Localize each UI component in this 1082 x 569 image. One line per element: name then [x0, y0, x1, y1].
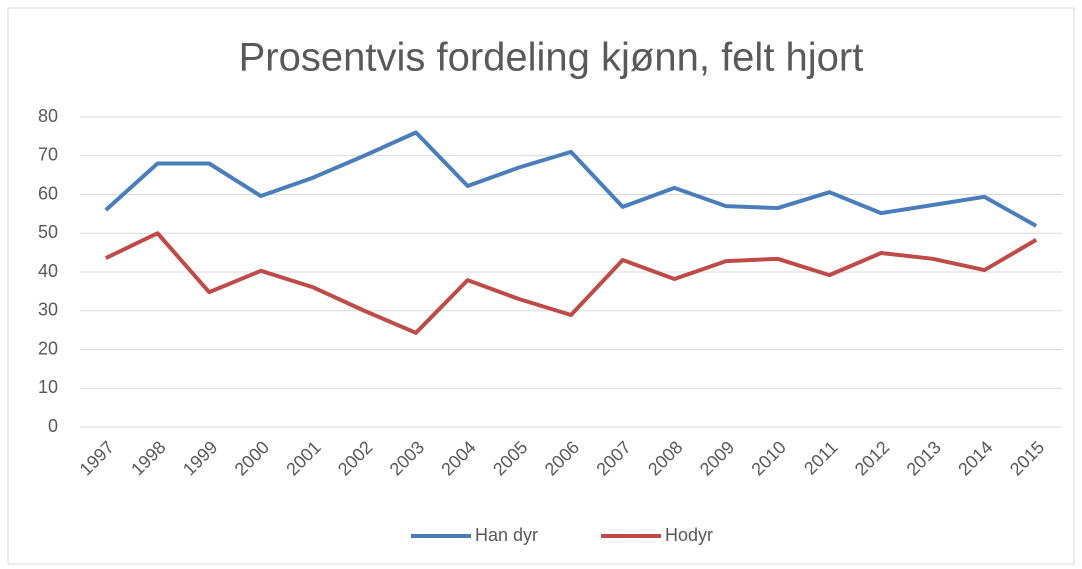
y-tick-label: 10 [38, 377, 58, 397]
y-tick-label: 40 [38, 261, 58, 281]
legend-label: Hodyr [665, 525, 713, 545]
line-series [104, 130, 1038, 228]
y-tick-label: 50 [38, 222, 58, 242]
y-tick-label: 70 [38, 145, 58, 165]
y-tick-label: 80 [38, 106, 58, 126]
y-tick-label: 60 [38, 183, 58, 203]
line-series [104, 231, 1038, 335]
chart-title: Prosentvis fordeling kjønn, felt hjort [239, 36, 864, 80]
y-tick-label: 20 [38, 338, 58, 358]
y-tick-label: 0 [48, 416, 58, 436]
y-tick-label: 30 [38, 300, 58, 320]
chart-border [7, 7, 1075, 565]
legend-label: Han dyr [475, 525, 538, 545]
